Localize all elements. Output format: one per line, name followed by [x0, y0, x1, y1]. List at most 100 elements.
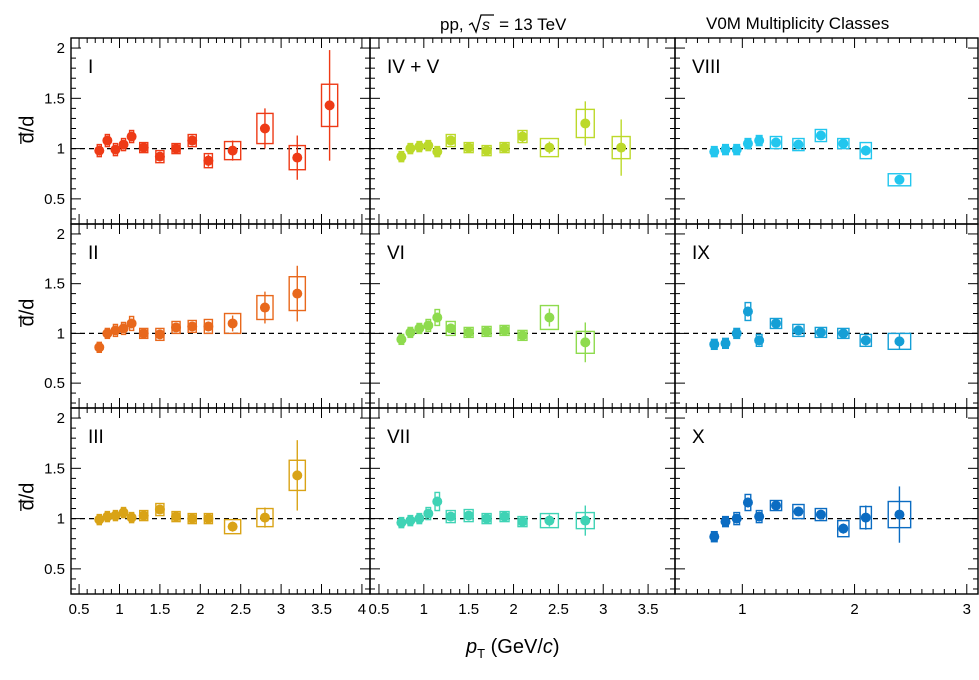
data-point — [126, 512, 137, 523]
sys-box — [792, 503, 805, 520]
x-tick-label: 3.5 — [311, 601, 332, 618]
data-point — [860, 145, 871, 156]
x-tick-label: 1.5 — [458, 601, 479, 618]
data-point — [709, 146, 720, 157]
energy-label: pp, s = 13 TeV — [440, 14, 566, 35]
data-point — [742, 497, 753, 508]
class-label: III — [88, 427, 104, 448]
data-point — [118, 323, 129, 334]
panel-VI: VI — [369, 223, 676, 409]
y-tick-label: 0.5 — [44, 191, 65, 208]
data-point — [517, 131, 528, 142]
data-point — [838, 138, 849, 149]
data-point — [423, 320, 434, 331]
data-point — [396, 517, 407, 528]
data-point — [110, 325, 121, 336]
data-point — [580, 337, 591, 348]
data-point — [203, 513, 214, 524]
data-point — [138, 142, 149, 153]
class-label: IX — [692, 243, 710, 264]
data-point — [259, 302, 270, 313]
sys-box — [814, 128, 828, 143]
data-point — [227, 521, 238, 532]
data-point — [481, 513, 492, 524]
data-point — [110, 510, 121, 521]
data-point — [720, 338, 731, 349]
data-point — [771, 318, 781, 329]
data-point — [838, 523, 849, 534]
data-point — [94, 342, 105, 353]
data-point — [544, 312, 555, 323]
data-point — [838, 328, 849, 339]
data-point — [742, 306, 753, 317]
x-axis-unit-open: (GeV/ — [485, 636, 543, 658]
sqrt-argument: s — [482, 17, 490, 34]
data-point — [432, 146, 443, 157]
data-point — [815, 509, 826, 520]
sys-box — [792, 137, 805, 152]
data-point — [815, 130, 826, 141]
data-point — [709, 531, 720, 542]
data-point — [187, 513, 198, 524]
data-point — [324, 100, 335, 111]
panel-frame — [674, 223, 979, 409]
data-point — [154, 504, 165, 515]
data-point — [423, 140, 434, 151]
data-point — [171, 143, 182, 154]
data-point — [517, 516, 528, 527]
data-point — [499, 511, 510, 522]
panel-III: 0.5 1 1.5 2 0.5 1 1.5 2 2.5 3 3.5 4 III — [44, 407, 371, 618]
x-tick-label: 1 — [115, 601, 123, 618]
x-tick-label: 2 — [509, 601, 517, 618]
data-point — [793, 506, 804, 517]
x-tick-label: 2.5 — [548, 601, 569, 618]
y-tick-label: 2 — [57, 40, 65, 57]
class-label: I — [88, 57, 93, 78]
data-point — [616, 142, 627, 153]
data-point — [754, 335, 765, 346]
data-point — [423, 508, 434, 519]
data-point — [754, 135, 765, 146]
data-point — [481, 326, 492, 337]
data-point — [720, 144, 731, 155]
y-tick-label: 0.5 — [44, 561, 65, 578]
data-point — [894, 336, 905, 347]
data-point — [771, 137, 781, 148]
data-point — [481, 145, 492, 156]
data-point — [463, 142, 474, 153]
panel-frame — [369, 223, 676, 409]
data-point — [102, 328, 113, 339]
energy-value: = 13 TeV — [499, 15, 567, 34]
data-point — [126, 131, 137, 142]
x-tick-label: 2.5 — [230, 601, 251, 618]
data-point — [544, 515, 555, 526]
data-point — [102, 135, 113, 146]
y-tick-label: 1.5 — [44, 460, 65, 477]
data-point — [720, 516, 731, 527]
sys-box — [859, 333, 873, 348]
x-tick-label: 4 — [358, 601, 366, 618]
data-point — [405, 515, 416, 526]
x-axis-unit-close: ) — [552, 636, 560, 658]
data-point — [203, 321, 214, 332]
x-tick-label: 0.5 — [369, 601, 390, 618]
data-point — [815, 327, 826, 338]
y-tick-label: 1 — [57, 141, 65, 158]
x-tick-label: 1 — [738, 601, 746, 618]
y-tick-label: 2 — [57, 226, 65, 243]
data-point — [396, 334, 407, 345]
panel-frame — [70, 223, 371, 409]
x-tick-label: 3 — [599, 601, 607, 618]
data-point — [742, 138, 753, 149]
sqrt-icon: s — [469, 14, 495, 34]
data-point — [463, 510, 474, 521]
x-tick-label: 3.5 — [638, 601, 659, 618]
sys-box — [539, 137, 560, 158]
x-tick-label: 1.5 — [149, 601, 170, 618]
data-point — [227, 318, 238, 329]
sys-box — [887, 173, 912, 187]
data-point — [102, 511, 113, 522]
x-axis-var: p — [466, 636, 478, 658]
y-tick-label: 0.5 — [44, 375, 65, 392]
